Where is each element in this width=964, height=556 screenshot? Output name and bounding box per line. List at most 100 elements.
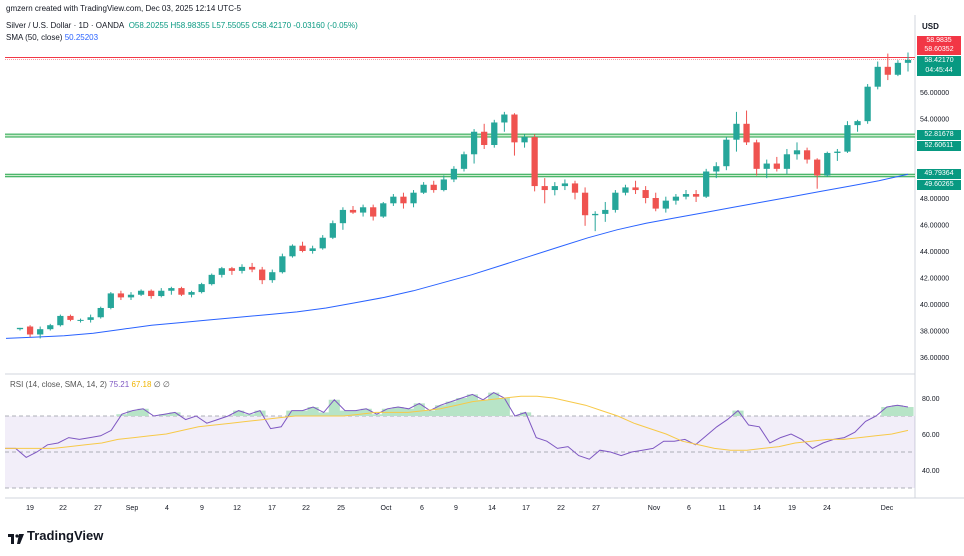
x-tick-0: 19 — [26, 505, 34, 512]
ohlc-values: O58.20255 H58.98355 L57.55055 C58.42170 … — [128, 21, 358, 30]
candle-body-41 — [430, 184, 437, 191]
support-zone-1 — [5, 174, 915, 177]
candle-body-75 — [773, 163, 780, 169]
candle-body-77 — [793, 150, 801, 155]
candle-body-49 — [511, 114, 518, 143]
candle-body-16 — [178, 288, 185, 295]
x-tick-13: 14 — [488, 505, 496, 512]
price-badge-5: 52.60611 — [917, 141, 961, 151]
x-tick-23: Dec — [881, 505, 894, 512]
x-tick-19: 11 — [718, 505, 725, 512]
x-tick-4: 4 — [165, 505, 169, 512]
candle-body-68 — [703, 171, 710, 197]
tradingview-footer[interactable]: TradingView — [8, 528, 104, 544]
price-tick-5: 42.00000 — [920, 276, 949, 283]
sma-label: SMA (50, close) — [6, 33, 63, 42]
price-tick-6: 40.00000 — [920, 302, 949, 309]
candle-body-65 — [672, 196, 680, 201]
symbol-line: Silver / U.S. Dollar · 1D · OANDA O58.20… — [6, 21, 358, 30]
x-tick-7: 17 — [268, 505, 276, 512]
rsi-overbought-fill — [116, 392, 914, 416]
rsi-tick-1: 60.00 — [922, 432, 940, 439]
rsi-extra: ∅ ∅ — [153, 380, 170, 389]
price-badge-0: 58.9835 — [917, 36, 961, 46]
candle-body-59 — [612, 192, 619, 210]
candle-body-12 — [137, 290, 145, 295]
price-tick-2: 48.00000 — [920, 196, 949, 203]
price-badge-1: 58.60352 — [917, 45, 961, 55]
candle-body-2 — [37, 329, 44, 335]
candle-body-25 — [269, 272, 276, 281]
candle-body-15 — [168, 288, 175, 291]
candle-body-46 — [481, 131, 488, 145]
price-badge-6: 49.79364 — [917, 169, 961, 179]
candle-body-22 — [238, 266, 246, 271]
candle-body-86 — [884, 66, 891, 75]
candle-body-52 — [541, 186, 548, 191]
candle-body-4 — [57, 315, 64, 326]
candle-body-47 — [491, 122, 498, 145]
currency-label: USD — [922, 22, 939, 31]
x-tick-8: 22 — [302, 505, 310, 512]
candle-body-45 — [470, 131, 478, 155]
candle-body-6 — [77, 319, 84, 321]
candle-body-37 — [390, 196, 397, 204]
brand-text: TradingView — [27, 528, 104, 543]
candle-body-73 — [753, 142, 760, 169]
candle-body-72 — [743, 123, 750, 143]
candle-body-17 — [188, 292, 195, 295]
candle-body-34 — [359, 207, 367, 213]
candle-body-78 — [803, 150, 811, 160]
candle-body-54 — [561, 183, 569, 187]
candle-body-5 — [67, 315, 74, 320]
x-tick-3: Sep — [126, 505, 139, 512]
x-tick-14: 17 — [522, 505, 530, 512]
x-tick-17: Nov — [648, 505, 661, 512]
candle-body-36 — [380, 203, 387, 217]
candle-body-84 — [864, 86, 871, 122]
candle-body-79 — [814, 159, 821, 176]
x-tick-20: 14 — [753, 505, 761, 512]
candle-body-20 — [218, 268, 225, 275]
candle-body-10 — [117, 293, 125, 298]
rsi-tick-2: 40.00 — [922, 468, 940, 475]
candle-body-58 — [602, 209, 609, 214]
candle-body-74 — [763, 163, 770, 169]
rsi-value: 75.21 — [109, 380, 130, 389]
price-tick-4: 44.00000 — [920, 249, 949, 256]
support-zone-0 — [5, 134, 915, 137]
candle-body-38 — [400, 196, 407, 204]
candle-body-53 — [551, 186, 558, 191]
x-tick-2: 27 — [94, 505, 102, 512]
candle-body-81 — [834, 151, 841, 153]
candle-body-87 — [894, 62, 902, 75]
price-badge-4: 52.81678 — [917, 130, 961, 140]
candle-body-14 — [158, 290, 165, 297]
candle-body-11 — [127, 294, 135, 298]
candle-body-64 — [662, 200, 669, 209]
x-tick-9: 25 — [337, 505, 345, 512]
price-badge-7: 49.60265 — [917, 180, 961, 190]
rsi-ma-value: 67.18 — [131, 380, 152, 389]
candle-body-35 — [370, 207, 377, 217]
candle-body-39 — [410, 192, 417, 204]
rsi-legend[interactable]: RSI (14, close, SMA, 14, 2) 75.21 67.18 … — [10, 380, 170, 389]
x-tick-22: 24 — [823, 505, 831, 512]
price-tick-8: 36.00000 — [920, 355, 949, 362]
candle-body-1 — [26, 326, 34, 335]
sma-legend[interactable]: SMA (50, close) 50.25203 — [6, 33, 98, 42]
candle-body-56 — [581, 192, 589, 216]
candle-body-9 — [107, 293, 114, 308]
candle-body-70 — [723, 139, 730, 167]
candle-body-42 — [440, 179, 447, 191]
candle-body-83 — [854, 121, 861, 126]
candle-body-29 — [309, 248, 316, 251]
rsi-ma-line — [5, 395, 909, 451]
candle-body-28 — [299, 245, 306, 251]
x-tick-18: 6 — [687, 505, 691, 512]
price-badge-2: 58.42170 — [917, 56, 961, 66]
candle-body-62 — [642, 190, 649, 198]
rsi-label: RSI (14, close, SMA, 14, 2) — [10, 380, 107, 389]
